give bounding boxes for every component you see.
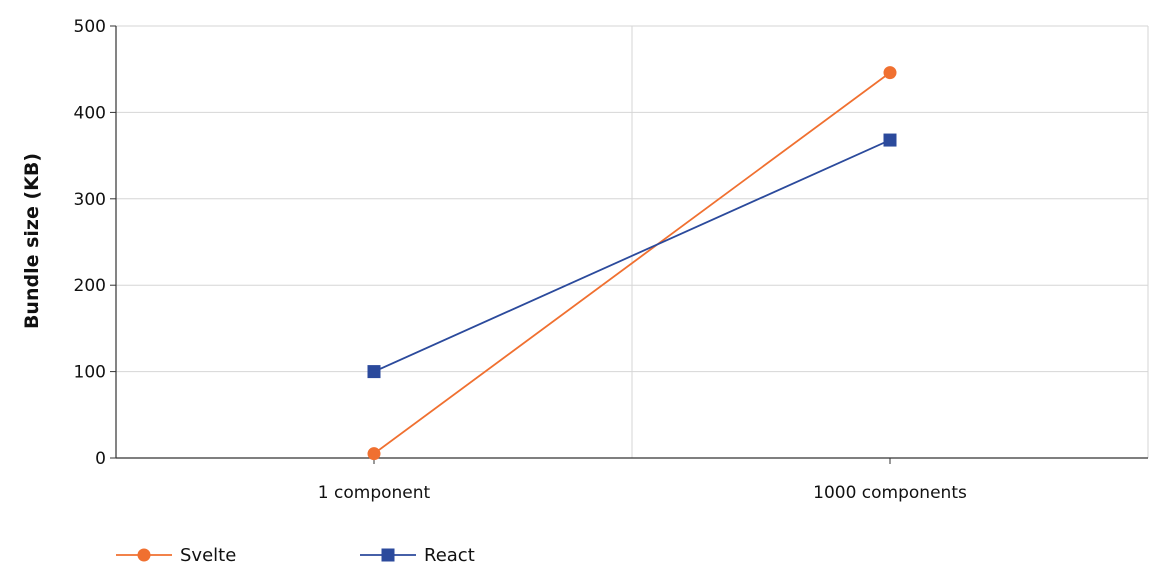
legend: Svelte React <box>116 545 475 566</box>
y-tick-label: 0 <box>95 449 106 469</box>
axes: 0 100 200 300 400 500 1 component 1000 componen… <box>74 17 1148 503</box>
legend-marker-react <box>381 548 395 562</box>
y-tick-label: 400 <box>74 103 106 123</box>
data-point-react <box>367 365 381 379</box>
series-group <box>367 66 897 461</box>
y-tick-label: 500 <box>74 17 106 37</box>
x-tick-label: 1 component <box>318 483 431 503</box>
grid-lines <box>116 25 1149 458</box>
series-line-react <box>373 139 891 373</box>
legend-label-react: React <box>424 545 475 566</box>
y-axis-title: Bundle size (KB) <box>21 153 43 329</box>
x-tick-label: 1000 components <box>813 483 967 503</box>
series-line-svelte <box>373 71 891 455</box>
y-tick-label: 100 <box>74 363 106 383</box>
data-point-react <box>883 133 897 147</box>
data-point-svelte <box>883 66 897 80</box>
y-tick-label: 300 <box>74 190 106 210</box>
legend-marker-svelte <box>137 548 151 562</box>
data-point-svelte <box>367 447 381 461</box>
legend-label-svelte: Svelte <box>180 545 236 566</box>
y-tick-label: 200 <box>74 276 106 296</box>
